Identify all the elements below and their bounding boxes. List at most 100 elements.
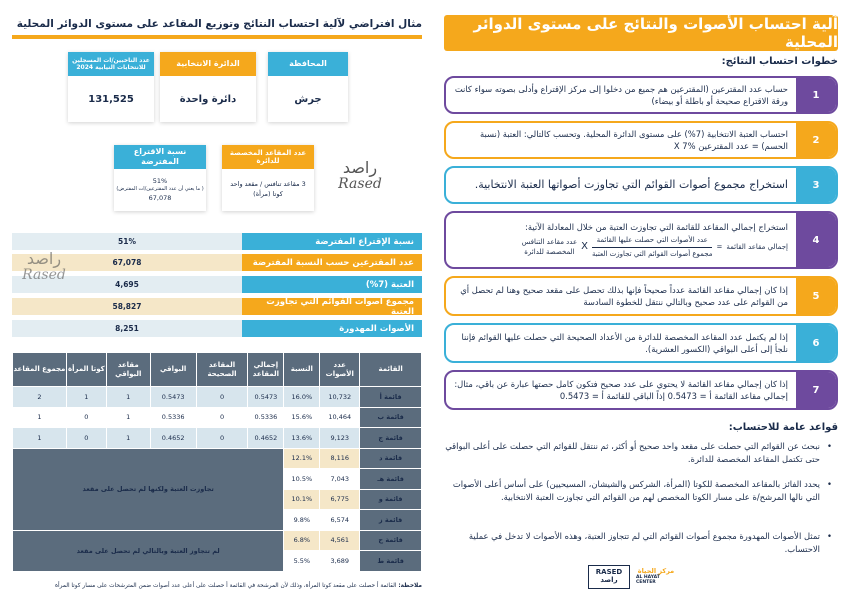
cell-sum: 2 [12,386,67,408]
footnote: ملاحظة: القائمة أ حصلت على مقعد كوتا الم… [12,583,422,589]
step-4: 4 استخراج إجمالي المقاعد للقائمة التي تج… [444,211,838,269]
rased-watermark-2: راصد Rased [14,250,74,291]
table-row: قائمة ط 3,689 5.5% [13,550,422,572]
cell-votes: 6,775 [319,488,361,510]
watermark-ar: راصد [342,158,378,177]
col-total-seats: إجمالي المقاعد [247,352,285,387]
hayat-logo-en: AL HAYAT CENTER [636,574,660,585]
cell-votes: 10,464 [319,406,361,428]
card-value: دائرة واحدة [179,93,237,105]
step-1: 1 حساب عدد المقترعين (المقترعين هم جميع … [444,76,838,114]
summary-label: الأصوات المهدورة [242,320,422,337]
table-row: قائمة ج 9,123 13.6% 0.4652 0 0.4652 1 0 … [12,427,422,449]
cell-rem: 0.5336 [149,406,197,428]
col-remainders: البواقي [149,352,197,387]
cell-votes: 9,123 [319,427,361,449]
cell-rem: 0.5473 [149,386,197,408]
cell-quota: 0 [65,427,107,449]
step-2: 2 احتساب العتبة الانتخابية (7%) على مستو… [444,121,838,159]
summary-value: 8,251 [12,320,242,337]
table-row: قائمة ب 10,464 15.6% 0.5336 0 0.5336 1 0… [12,406,422,428]
col-seat-total: مجموع المقاعد [12,352,67,387]
step-number: 7 [796,372,836,408]
cell-votes: 8,116 [319,447,361,469]
step-number: 5 [796,278,836,314]
cell-list: قائمة و [359,488,422,510]
summary-passing-votes: مجموع أصوات القوائم التي تجاوزت العتبة 5… [12,297,422,317]
table-header-row: القائمة عدد الأصوات النسبة إجمالي المقاع… [12,352,422,387]
watermark-en: Rased [338,175,382,192]
hayat-logo-ar: مركز الحياة [637,567,675,576]
cell-percent: 9.8% [283,509,321,531]
card-value: 131,525 [88,93,134,105]
turnout-percent: 51% [152,176,168,185]
card-header: الدائرة الانتخابية [160,52,256,76]
step-number: 2 [796,123,836,157]
step-text: إذا لم يكتمل عدد المقاعد المخصصة للدائرة… [461,331,788,354]
rule-1: نبحث عن القوائم التي حصلت على مقعد واحد … [444,440,832,466]
card-governorate: المحافظة جرش [268,52,348,122]
step-text: احتساب العتبة الانتخابية (7%) على مستوى … [480,128,788,151]
summary-value: 51% [12,233,242,250]
cell-percent: 10.5% [283,468,321,490]
turnout-note: ( ما يعني أن عدد المقترعين/ات المفترض) [116,186,204,193]
summary-wasted-votes: الأصوات المهدورة 8,251 [12,320,422,337]
hayat-logo: مركز الحياة AL HAYAT CENTER [636,565,676,589]
card-value: جرش [294,93,322,105]
summary-label: نسبة الإقتراع المفترضة [242,233,422,250]
step-text: إذا كان إجمالي مقاعد القائمة لا يحتوي عل… [454,378,788,401]
cell-percent: 5.5% [283,550,321,572]
summary-turnout: نسبة الإقتراع المفترضة 51% [12,233,422,250]
table-row: قائمة أ 10,732 16.0% 0.5473 0 0.5473 1 1… [12,386,422,408]
step-6: 6 إذا لم يكتمل عدد المقاعد المخصصة للدائ… [444,323,838,363]
cell-list: قائمة د [359,447,422,469]
rule-2: يحدد الفائز بالمقاعد المخصصة للكوتا (الم… [444,478,832,504]
cell-votes: 3,689 [319,550,361,572]
rased-logo: RASED راصد [588,565,630,589]
card-value: 51% ( ما يعني أن عدد المقترعين/ات المفتر… [114,169,206,211]
step-number: 1 [796,78,836,112]
cell-percent: 13.6% [283,427,321,449]
table-row: قائمة ح 4,561 6.8% لم تتجاوز العتبة وبال… [11,529,422,572]
step-7: 7 إذا كان إجمالي مقاعد القائمة لا يحتوي … [444,370,838,410]
seat-formula: إجمالي مقاعد القائمة = عدد الأصوات التي … [454,235,788,258]
summary-value: 4,695 [12,276,242,293]
card-turnout: نسبة الاقتراع المفترضة 51% ( ما يعني أن … [114,145,206,211]
watermark-en: Rased [22,266,66,283]
cell-votes: 6,574 [319,509,361,531]
card-district: الدائرة الانتخابية دائرة واحدة [160,52,256,122]
footnote-text: القائمة أ حصلت على مقعد كوتا المرأة، وذل… [55,583,397,589]
card-allocated-seats: عدد المقاعد المخصصة للدائرة 3 مقاعد تناف… [222,145,314,211]
steps-heading: خطوات احتساب النتائج: [721,56,838,67]
summary-label: مجموع أصوات القوائم التي تجاوزت العتبة [242,297,422,317]
rule-3: تمثل الأصوات المهدورة مجموع أصوات القوائ… [444,530,832,556]
summary-label: عدد المقترعين حسب النسبة المفترضة [242,254,422,271]
cell-votes: 4,561 [319,529,361,551]
cell-quota: 1 [65,386,107,408]
formula-seats: عدد مقاعد التنافس المخصصة للدائرة [522,237,577,257]
col-list: القائمة [359,352,422,387]
cell-remseats: 1 [105,427,151,449]
rased-watermark: راصد Rased [330,158,390,200]
title-underline [12,35,422,39]
formula-equals: = [716,243,723,252]
cell-remseats: 1 [105,386,151,408]
results-table: القائمة عدد الأصوات النسبة إجمالي المقاع… [11,352,422,572]
summary-value: 67,078 [12,254,242,271]
cell-sum: 1 [12,427,67,449]
cell-list: قائمة أ [359,386,422,408]
step-3: 3 استخراج مجموع أصوات القوائم التي تجاوز… [444,166,838,204]
rules-heading: قواعد عامة للاحتساب: [728,422,838,433]
footnote-label: ملاحظة: [398,583,422,589]
col-whole-seats: المقاعد الصحيحة [195,352,249,387]
step-5: 5 إذا كان إجمالي مقاعد القائمة عدداً صحي… [444,276,838,316]
cell-percent: 15.6% [283,406,321,428]
card-header: عدد الناخبين/ات المسجلين للانتخابات الني… [68,52,154,76]
step-number: 3 [796,168,836,202]
step-text: استخراج إجمالي المقاعد للقائمة التي تجاو… [446,213,796,267]
cell-quota: 0 [65,406,107,428]
cell-list: قائمة ح [359,529,422,551]
col-women-quota: كوتا المرأة [65,352,107,387]
group-below-threshold: لم تتجاوز العتبة وبالتالي لم تحصل على مق… [11,529,285,572]
col-votes: عدد الأصوات [319,352,361,387]
